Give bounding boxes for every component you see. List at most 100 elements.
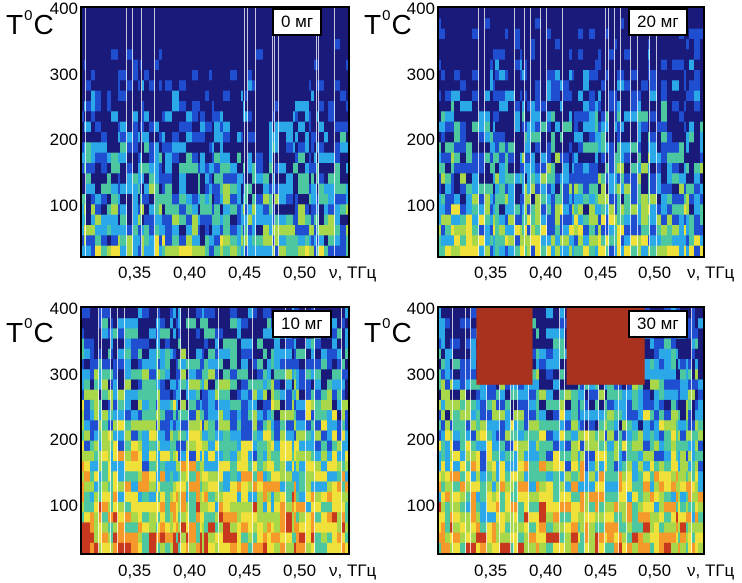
- heatmap-cell: [293, 245, 296, 256]
- heatmap-cell: [179, 18, 187, 30]
- heatmap-cell: [294, 542, 297, 553]
- heatmap-cell: [165, 399, 171, 411]
- heatmap-cell: [84, 379, 91, 391]
- heatmap-cell: [294, 359, 297, 370]
- heatmap-cell: [319, 183, 325, 195]
- heatmap-cell: [445, 369, 451, 381]
- heatmap-cell: [173, 461, 177, 472]
- heatmap-cell: [248, 235, 253, 247]
- heatmap-cell: [142, 532, 150, 544]
- heatmap-cell: [172, 121, 180, 133]
- heatmap-cell: [263, 532, 268, 544]
- heatmap-cell: [315, 502, 322, 513]
- heatmap-cell: [621, 101, 625, 112]
- heatmap-cell: [547, 121, 552, 133]
- heatmap-cell: [514, 532, 519, 544]
- heatmap-cell: [99, 502, 103, 513]
- heatmap-cell: [441, 194, 446, 205]
- heatmap-cell: [522, 80, 526, 92]
- heatmap-cell: [142, 235, 145, 247]
- heatmap-cell: [90, 532, 95, 544]
- heatmap-cell: [624, 111, 632, 123]
- heatmap-cell: [529, 491, 537, 503]
- heatmap-cell: [551, 28, 556, 40]
- heatmap-cell: [524, 481, 530, 493]
- heatmap-cell: [684, 59, 687, 71]
- heatmap-cell: [439, 132, 442, 143]
- heatmap-cell: [560, 491, 566, 503]
- heatmap-cell: [471, 440, 477, 452]
- heatmap-cell: [572, 245, 575, 256]
- heatmap-cell: [82, 225, 85, 236]
- heatmap-cell: [345, 522, 348, 534]
- heatmap-cell: [269, 204, 274, 216]
- heatmap-cell: [631, 70, 639, 81]
- heatmap-cell: [346, 214, 348, 226]
- heatmap-cell: [91, 49, 96, 61]
- heatmap-cell: [245, 245, 249, 256]
- heatmap-cell: [453, 522, 461, 534]
- heatmap-cell: [82, 111, 85, 123]
- heatmap-cell: [609, 235, 616, 247]
- heatmap-cell: [631, 173, 639, 185]
- heatmap-cell: [445, 18, 452, 30]
- heatmap-cell: [293, 235, 296, 247]
- heatmap-cell: [524, 430, 530, 442]
- heatmap-cell: [219, 410, 224, 421]
- heatmap-cell: [202, 369, 205, 381]
- heatmap-cell: [569, 8, 573, 19]
- heatmap-cell: [641, 80, 649, 92]
- heatmap-cell: [496, 481, 501, 493]
- heatmap-cell: [328, 204, 336, 216]
- heatmap-cell: [563, 28, 570, 40]
- heatmap-cell: [574, 214, 579, 226]
- heatmap-cell: [204, 542, 209, 553]
- heatmap-cell: [657, 173, 662, 185]
- heatmap-cell: [342, 440, 346, 452]
- heatmap-cell: [332, 410, 338, 421]
- heatmap-cell: [583, 80, 590, 92]
- heatmap-cell: [82, 142, 85, 154]
- heatmap-cell: [192, 163, 199, 174]
- heatmap-cell: [546, 481, 554, 493]
- heatmap-cell: [298, 183, 306, 195]
- heatmap-cell: [529, 420, 537, 432]
- heatmap-cell: [271, 481, 275, 493]
- heatmap-cell: [293, 111, 296, 123]
- heatmap-cell: [466, 80, 473, 92]
- heatmap-cell: [589, 90, 596, 102]
- heatmap-cell: [204, 410, 209, 421]
- heatmap-cell: [555, 225, 561, 236]
- heatmap-cell: [520, 59, 523, 71]
- heatmap-cell: [332, 502, 338, 513]
- heatmap-cell: [638, 152, 642, 164]
- heatmap-cell: [111, 49, 119, 61]
- heatmap-cell: [541, 49, 548, 61]
- heatmap-cell: [315, 410, 322, 421]
- heatmap-cell: [245, 163, 249, 174]
- heatmap-cell: [172, 173, 180, 185]
- heatmap-cell: [111, 491, 114, 503]
- heatmap-cell: [505, 80, 509, 92]
- heatmap-cell: [111, 348, 114, 360]
- heatmap-cell: [178, 328, 182, 340]
- heatmap-cell: [311, 132, 315, 143]
- heatmap-cell: [667, 173, 673, 185]
- heatmap-cell: [520, 39, 523, 50]
- heatmap-cell: [279, 214, 287, 226]
- heatmap-cell: [500, 440, 506, 452]
- heatmap-cell: [345, 491, 348, 503]
- heatmap-cell: [522, 194, 526, 205]
- heatmap-cell: [553, 440, 561, 452]
- heatmap-cell: [131, 512, 139, 523]
- heatmap-cell: [295, 173, 299, 185]
- heatmap-cell: [441, 389, 446, 401]
- heatmap-cell: [241, 430, 249, 442]
- heatmap-cell: [263, 359, 268, 370]
- absorption-line: [528, 308, 530, 553]
- heatmap-cell: [275, 225, 280, 236]
- heatmap-cell: [337, 450, 343, 462]
- heatmap-cell: [294, 348, 297, 360]
- heatmap-cell: [340, 173, 347, 185]
- heatmap-cell: [271, 369, 275, 381]
